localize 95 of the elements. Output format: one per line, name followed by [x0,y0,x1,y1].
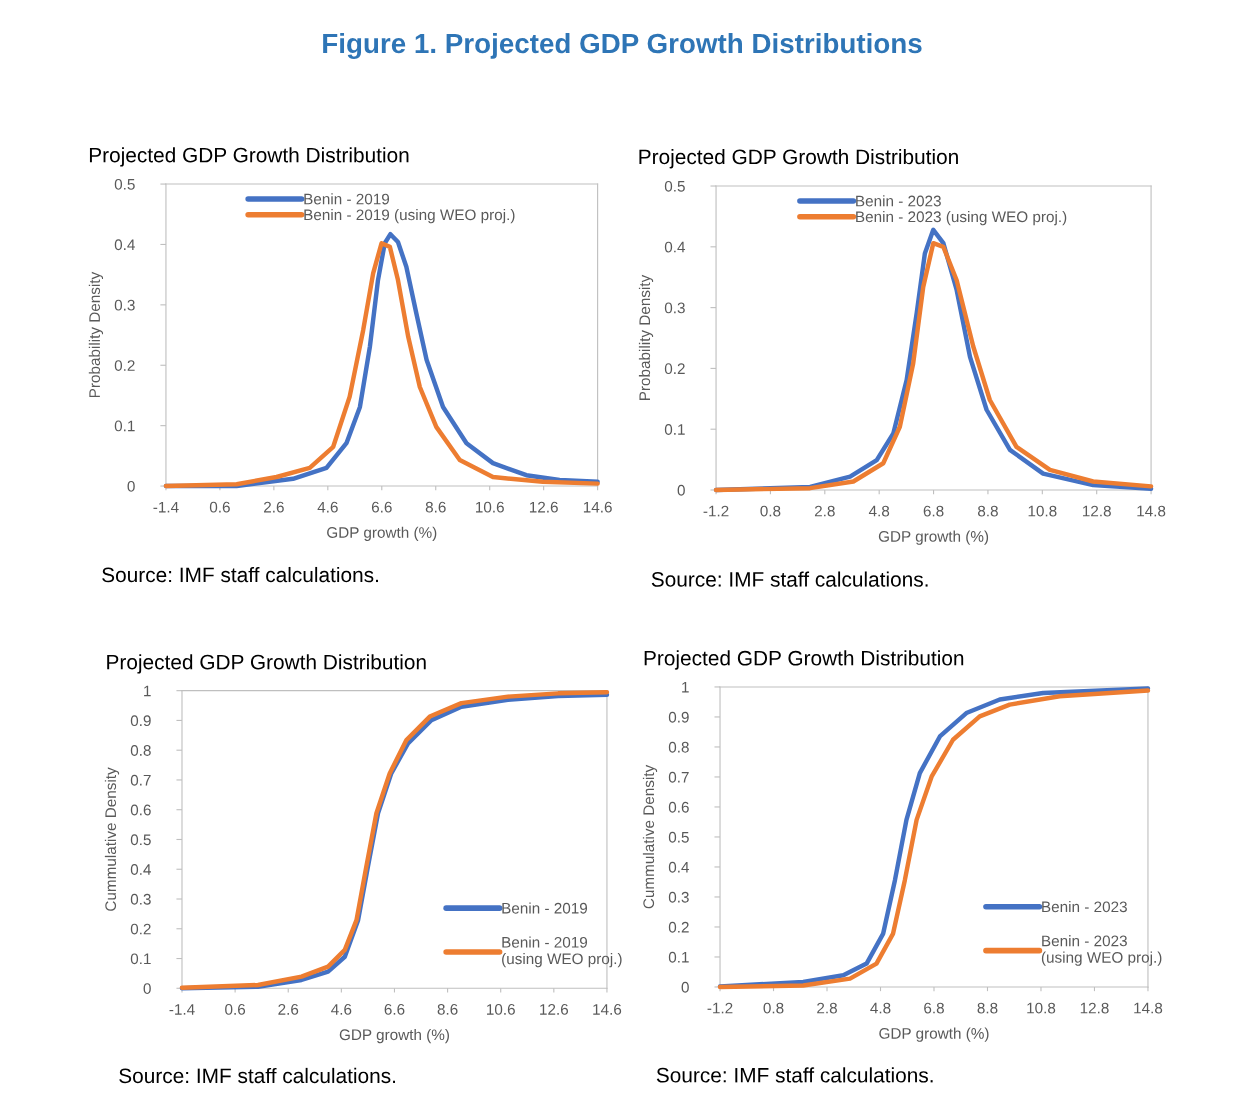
x-tick-label: 8.8 [977,505,998,517]
x-tick-label: 6.8 [923,505,944,517]
y-tick-label: 0.5 [130,834,151,846]
y-tick-label: 0 [681,981,689,993]
source-note: Source: IMF staff calculations. [102,566,378,583]
chart-title: Projected GDP Growth Distribution [644,650,964,670]
y-tick-label: 0.5 [668,831,689,843]
x-tick-label: 6.6 [371,501,392,513]
y-tick-label: 0.7 [130,774,151,786]
x-tick-label: 12.6 [540,1003,569,1015]
y-tick-label: 0.8 [130,745,151,756]
legend-label: Benin - 2023 (using WEO proj.) [1041,935,1162,966]
x-tick-label: 8.6 [437,1003,458,1015]
y-tick-label: 0.2 [664,363,685,375]
y-tick-label: 0 [677,484,685,496]
source-note: Source: IMF staff calculations. [656,1067,933,1083]
x-axis-title: GDP growth (%) [327,526,437,541]
legend-label: Benin - 2019 [304,193,390,205]
x-tick-label: 8.6 [425,501,446,513]
y-tick-label: 0 [127,480,135,492]
x-axis-title: GDP growth (%) [339,1028,449,1044]
x-axis-title: GDP growth (%) [879,1027,989,1042]
y-tick-label: 0.1 [114,420,135,432]
y-tick-label: 0.2 [130,923,151,935]
x-tick-label: 12.8 [1082,505,1111,517]
x-axis-title: GDP growth (%) [878,530,989,545]
legend-label: Benin - 2019 [502,902,588,914]
y-axis-title: Probability Density [88,271,104,398]
source-note: Source: IMF staff calculations. [651,571,928,587]
y-tick-label: 1 [682,681,689,693]
y-tick-label: 0.5 [114,178,135,190]
y-tick-label: 0.9 [130,715,151,727]
x-tick-label: 4.6 [317,501,338,513]
x-tick-label: 10.8 [1028,505,1057,517]
x-tick-label: 0.6 [209,501,230,513]
x-tick-label: 4.6 [331,1003,352,1015]
y-tick-label: 0.3 [114,299,135,311]
x-tick-label: 4.8 [870,1002,891,1014]
x-tick-label: 10.6 [476,501,504,513]
y-tick-label: 0.3 [664,302,685,314]
y-tick-label: 0.9 [668,711,689,723]
y-axis-title: Cummulative Density [642,764,658,909]
y-tick-label: 0.3 [130,893,151,905]
y-axis-title: Cummulative Density [104,767,120,911]
y-tick-label: 0.2 [114,360,135,371]
caption: Figure 1. Projected GDP Growth Distributions [323,32,922,59]
x-tick-label: -1.2 [707,1002,733,1014]
x-tick-label: 2.6 [278,1003,299,1015]
y-tick-label: 0.5 [664,180,685,192]
chart-title: Projected GDP Growth Distribution [639,148,958,169]
x-tick-label: 6.8 [924,1002,944,1014]
legend-label: Benin - 2023 [1042,901,1127,913]
y-tick-label: 0.8 [668,741,689,753]
x-tick-label: 8.8 [977,1002,998,1014]
x-tick-label: 4.8 [868,505,890,517]
x-tick-label: 10.6 [487,1003,515,1015]
y-tick-label: 0.4 [668,861,690,873]
x-tick-label: 2.8 [814,505,835,517]
x-tick-label: 14.6 [593,1003,622,1015]
x-tick-label: 0.6 [225,1003,246,1015]
y-tick-label: 0.1 [668,951,689,963]
x-tick-label: 10.8 [1027,1002,1056,1014]
y-tick-label: 0.4 [130,864,151,875]
legend-label: Benin - 2023 [856,195,941,207]
legend-label: Benin - 2023 (using WEO proj.) [856,210,1067,226]
x-tick-label: 0.8 [760,505,781,517]
y-tick-label: 0.6 [130,804,151,816]
y-tick-label: 0.6 [668,801,689,813]
legend-label: Benin - 2019 (using WEO proj.) [502,936,622,968]
x-tick-label: -1.2 [703,505,729,517]
x-tick-label: 12.6 [529,501,558,513]
x-tick-label: 6.6 [384,1003,405,1015]
x-tick-label: 0.8 [763,1002,784,1014]
chart-title: Projected GDP Growth Distribution [89,147,409,167]
x-tick-label: 14.8 [1134,1002,1163,1014]
y-tick-label: 0.4 [114,239,135,251]
x-tick-label: 2.8 [817,1002,837,1014]
y-axis-title: Probability Density [638,274,654,401]
y-tick-label: 1 [144,685,151,697]
x-tick-label: 12.8 [1080,1002,1109,1014]
x-tick-label: 2.6 [264,501,284,513]
y-tick-label: 0.7 [668,771,689,783]
x-tick-label: 14.6 [583,501,612,513]
x-tick-label: 14.8 [1137,505,1166,517]
x-tick-label: -1.4 [169,1004,195,1015]
y-tick-label: 0.2 [668,921,689,933]
source-note: Source: IMF staff calculations. [119,1067,396,1084]
y-tick-label: 0 [143,983,151,994]
x-tick-label: -1.4 [153,501,179,513]
y-tick-label: 0.1 [130,953,151,965]
legend-label: Benin - 2019 (using WEO proj.) [304,209,515,224]
y-tick-label: 0.3 [668,891,689,903]
chart-title: Projected GDP Growth Distribution [107,654,426,674]
y-tick-label: 0.1 [664,424,685,435]
y-tick-label: 0.4 [664,241,686,253]
